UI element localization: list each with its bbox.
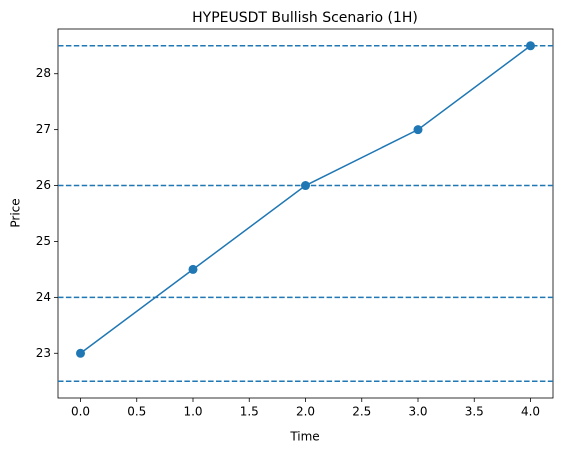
x-tick-label: 1.5 xyxy=(240,405,259,419)
data-point xyxy=(188,264,198,274)
data-point xyxy=(301,181,310,191)
x-tick-label: 2.0 xyxy=(296,405,315,419)
data-point xyxy=(526,41,535,51)
data-point xyxy=(76,348,85,358)
x-tick-label: 3.0 xyxy=(408,405,427,419)
data-point xyxy=(413,125,423,135)
y-tick-label: 27 xyxy=(36,122,51,136)
y-tick-label: 26 xyxy=(36,178,51,192)
x-tick-label: 3.5 xyxy=(465,405,484,419)
x-tick-label: 0.0 xyxy=(71,405,90,419)
chart-title: HYPEUSDT Bullish Scenario (1H) xyxy=(192,10,418,26)
y-tick-label: 25 xyxy=(36,234,51,248)
x-axis-label: Time xyxy=(289,430,319,444)
x-tick-label: 1.0 xyxy=(183,405,202,419)
x-tick-label: 0.5 xyxy=(127,405,146,419)
y-tick-label: 28 xyxy=(36,66,51,80)
x-tick-label: 4.0 xyxy=(521,405,540,419)
x-tick-label: 2.5 xyxy=(352,405,371,419)
y-tick-label: 24 xyxy=(36,290,51,304)
series-line xyxy=(80,45,531,354)
y-axis-label: Price xyxy=(9,198,23,227)
y-tick-label: 23 xyxy=(36,346,51,360)
